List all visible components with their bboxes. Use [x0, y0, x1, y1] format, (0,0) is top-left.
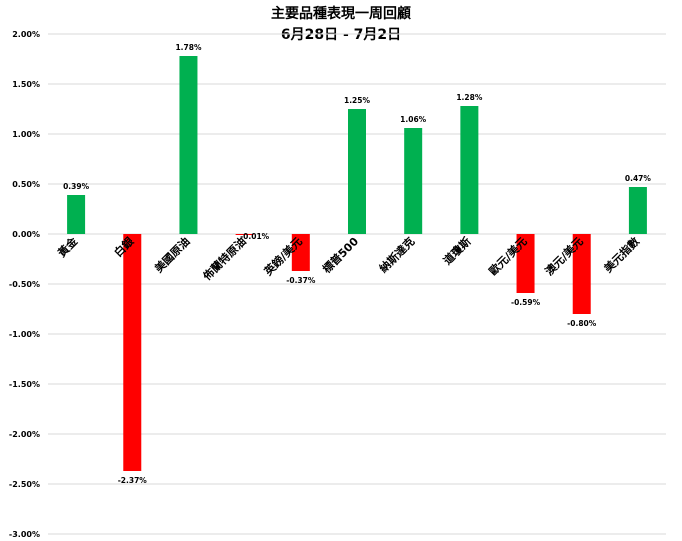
chart-subtitle: 6月28日 - 7月2日	[280, 27, 402, 43]
category-labels: 黃金 白銀 美國原油 佈蘭特原油 英鎊/美元 標普500 納斯達克 道瓊斯 歐元/美元 澳元/美元…	[54, 234, 642, 284]
category-label: 佈蘭特原油	[199, 234, 248, 283]
category-label: 標普500	[319, 234, 361, 276]
data-labels: 0.39% -2.37% 1.78% -0.01% -0.37% 1.25% 1.06% 1.…	[63, 43, 651, 485]
category-label: 黃金	[54, 234, 81, 261]
category-label: 道瓊斯	[440, 234, 473, 267]
y-tick-label: -1.50%	[9, 380, 40, 389]
data-label: -0.80%	[567, 319, 597, 328]
data-label: 1.25%	[344, 96, 371, 105]
y-tick-label: -1.00%	[9, 330, 40, 339]
bar	[123, 234, 142, 471]
gridlines	[48, 33, 666, 535]
data-label: 0.47%	[625, 174, 652, 183]
bar	[67, 195, 86, 234]
y-tick-label: 2.00%	[12, 30, 40, 39]
bar	[572, 234, 591, 314]
data-label: -0.01%	[240, 232, 270, 241]
data-label: -0.37%	[286, 276, 316, 285]
category-label: 美國原油	[152, 234, 193, 275]
bars	[67, 56, 647, 471]
y-tick-label: 0.50%	[12, 180, 40, 189]
y-tick-label: -0.50%	[9, 280, 40, 289]
bar	[291, 234, 310, 271]
bar	[516, 234, 535, 293]
bar	[460, 106, 479, 234]
category-label: 美元指數	[601, 234, 642, 275]
y-tick-label: -2.00%	[9, 430, 40, 439]
data-label: 1.06%	[400, 115, 427, 124]
bar	[179, 56, 198, 234]
bar	[235, 234, 254, 235]
y-tick-label: 1.00%	[12, 130, 40, 139]
category-label: 納斯達克	[376, 234, 417, 275]
data-label: 1.28%	[456, 93, 483, 102]
data-label: -2.37%	[118, 476, 148, 485]
chart-title: 主要品種表現一周回顧	[271, 6, 411, 22]
y-tick-label: 0.00%	[12, 230, 40, 239]
bar	[628, 187, 647, 234]
y-tick-label: -3.00%	[9, 530, 40, 539]
bar	[348, 109, 366, 234]
data-label: 1.78%	[175, 43, 202, 52]
data-label: 0.39%	[63, 182, 90, 191]
y-tick-label: 1.50%	[12, 80, 40, 89]
data-label: -0.59%	[511, 298, 541, 307]
y-tick-label: -2.50%	[9, 480, 40, 489]
bar	[404, 128, 423, 234]
y-axis-ticks: 2.00% 1.50% 1.00% 0.50% 0.00% -0.50% -1.00% -1.…	[9, 30, 40, 539]
